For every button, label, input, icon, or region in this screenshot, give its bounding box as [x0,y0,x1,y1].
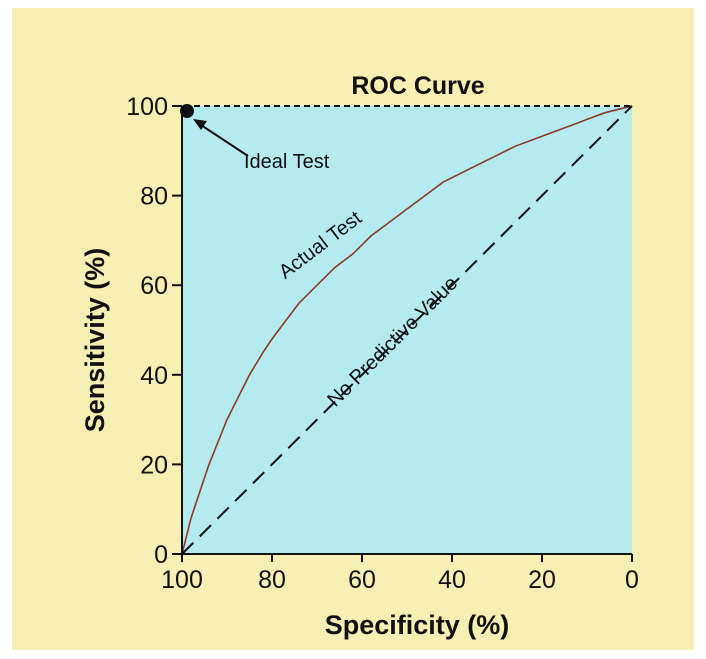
annotation-ideal-test: Ideal Test [244,151,330,173]
y-tick-label-100: 100 [126,93,168,121]
roc-chart: ROC Curve 100 80 60 40 20 0 0 20 40 60 80 100 Spec… [12,8,694,650]
x-tick-label-20: 20 [528,566,556,594]
ideal-test-arrow-head [193,119,207,130]
y-tick-label-80: 80 [140,183,168,211]
y-tick-label-60: 60 [140,272,168,300]
series-layer [181,105,633,555]
x-tick-label-100: 100 [161,566,203,594]
y-axis-title: Sensitivity (%) [80,248,110,433]
series-actual-test [181,105,633,555]
series-no-predictive-value [181,105,633,555]
y-tick-label-0: 0 [154,541,168,569]
ideal-test-arrow [197,122,249,157]
x-tick-label-0: 0 [625,566,639,594]
x-tick-label-60: 60 [348,566,376,594]
x-tick-label-40: 40 [438,566,466,594]
y-tick-label-40: 40 [140,362,168,390]
x-axis-title: Specificity (%) [325,610,510,640]
y-axis-ticks: 0 20 40 60 80 100 [126,93,182,569]
chart-frame: ROC Curve 100 80 60 40 20 0 0 20 40 60 80 100 Spec… [12,8,694,650]
chart-title: ROC Curve [351,72,484,100]
y-tick-label-20: 20 [140,451,168,479]
x-tick-label-80: 80 [258,566,286,594]
ideal-test-point [180,104,194,118]
x-axis-ticks: 100 80 60 40 20 0 [161,554,639,594]
